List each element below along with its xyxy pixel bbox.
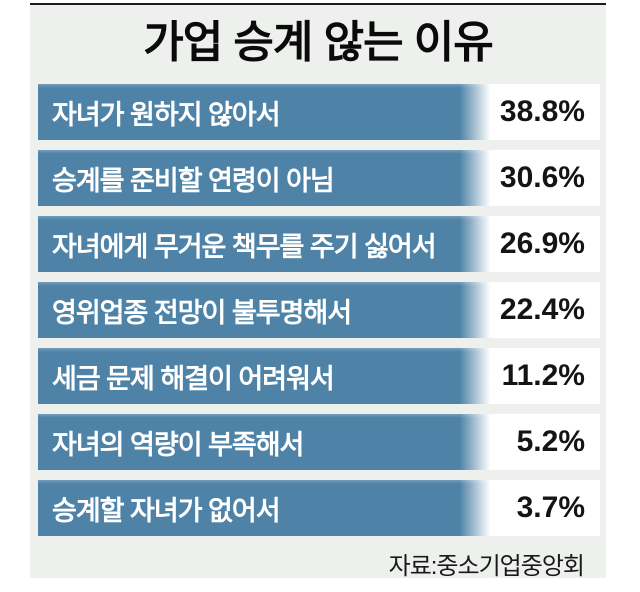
bar-row: 세금 문제 해결이 어려워서 11.2% <box>38 348 600 404</box>
chart-title: 가업 승계 않는 이유 <box>143 18 494 67</box>
bar-rows: 자녀가 원하지 않아서 38.8% 승계를 준비할 연령이 아님 30.6% 자… <box>38 84 600 546</box>
bar-label: 승계를 준비할 연령이 아님 <box>52 165 335 196</box>
bar-label: 세금 문제 해결이 어려워서 <box>52 363 335 394</box>
bar-label: 자녀에게 무거운 책무를 주기 싫어서 <box>52 231 437 262</box>
bar-row: 영위업종 전망이 불투명해서 22.4% <box>38 282 600 338</box>
bar-label: 승계할 자녀가 없어서 <box>52 495 281 526</box>
bar-label: 자녀가 원하지 않아서 <box>52 99 281 130</box>
bar-label: 영위업종 전망이 불투명해서 <box>52 297 352 328</box>
bar-row: 승계할 자녀가 없어서 3.7% <box>38 480 600 536</box>
bar-value: 22.4% <box>499 293 585 326</box>
bar-value: 5.2% <box>516 425 585 458</box>
bar-label: 자녀의 역량이 부족해서 <box>52 429 304 460</box>
bar-value: 38.8% <box>499 95 585 128</box>
bar-value: 26.9% <box>499 227 585 260</box>
bar-value: 3.7% <box>516 491 585 524</box>
bar-row: 승계를 준비할 연령이 아님 30.6% <box>38 150 600 206</box>
bar-value: 30.6% <box>499 161 585 194</box>
bar-row: 자녀에게 무거운 책무를 주기 싫어서 26.9% <box>38 216 600 272</box>
bar-row: 자녀의 역량이 부족해서 5.2% <box>38 414 600 470</box>
chart-panel: 가업 승계 않는 이유 자녀가 원하지 않아서 38.8% 승계를 준비할 연령… <box>30 3 606 580</box>
bar-row: 자녀가 원하지 않아서 38.8% <box>38 84 600 140</box>
source-credit: 자료:중소기업중앙회 <box>388 553 585 580</box>
bar-value: 11.2% <box>501 359 585 392</box>
